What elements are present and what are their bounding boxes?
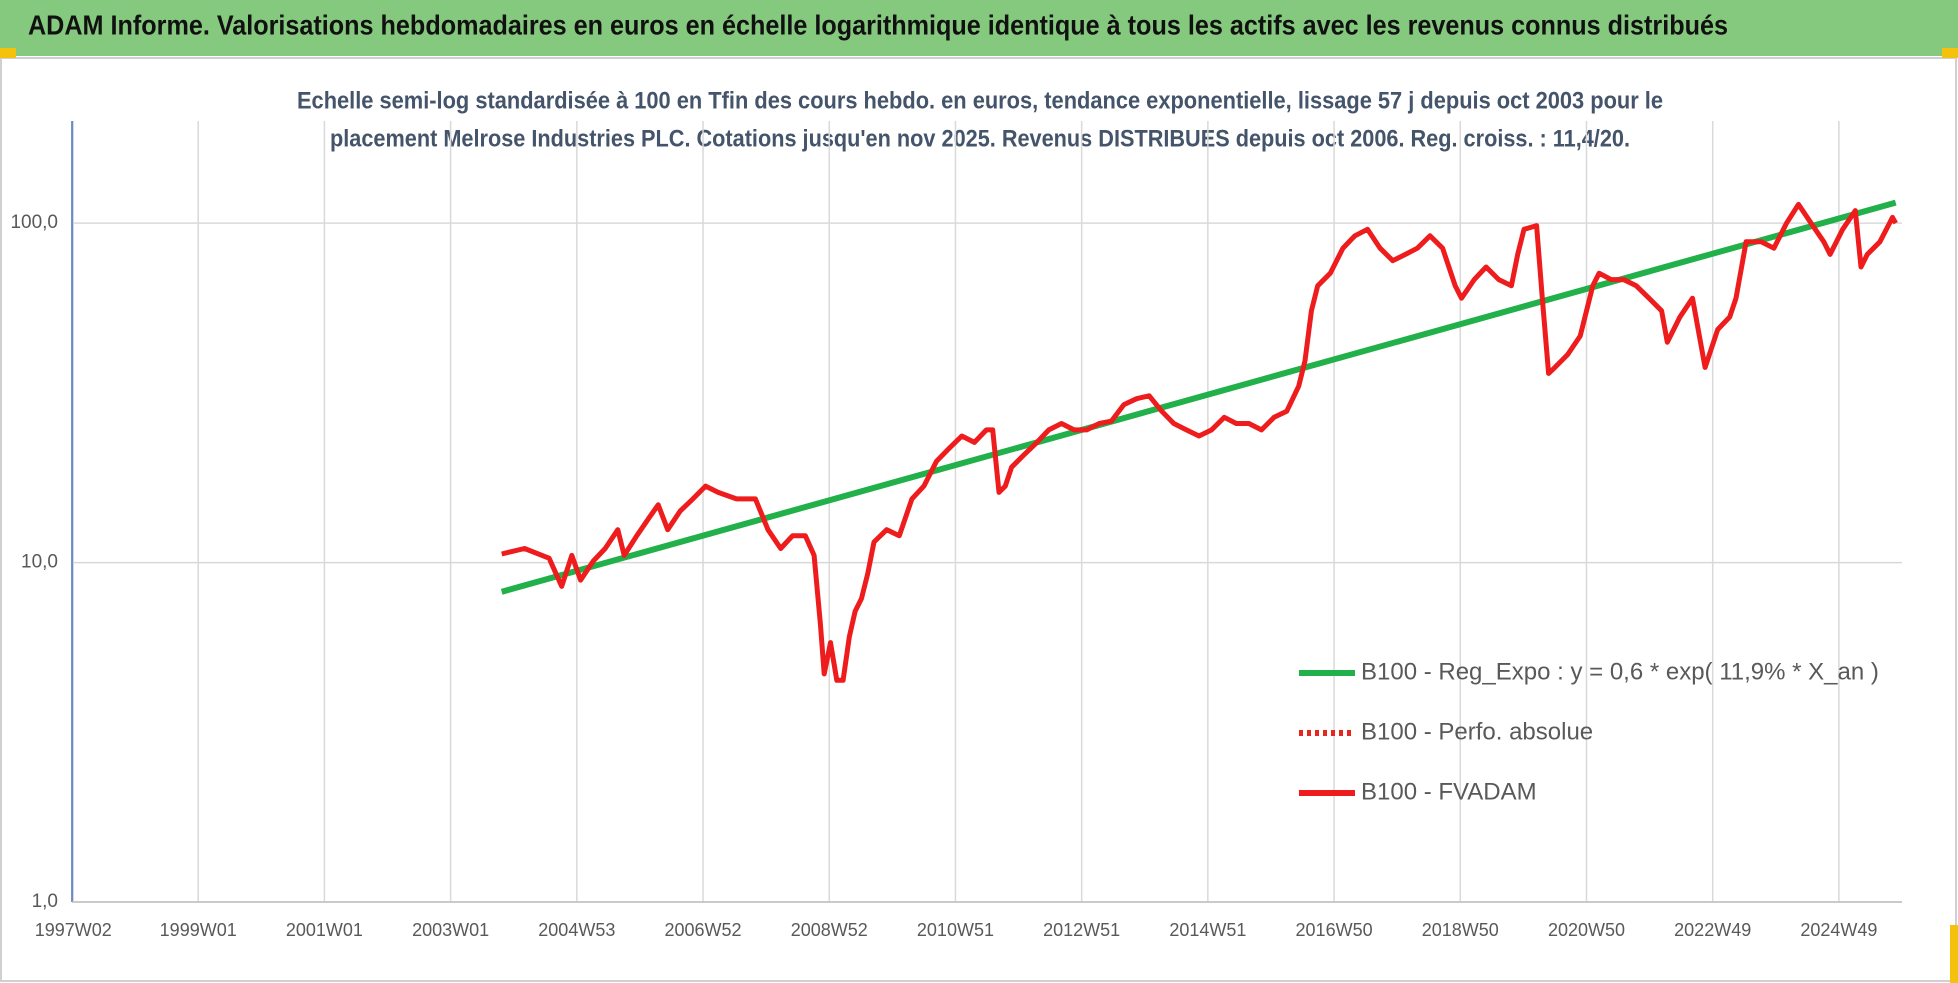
chart-subtitle: placement Melrose Industries PLC. Cotati… bbox=[330, 125, 1630, 152]
x-tick-label: 2016W50 bbox=[1296, 920, 1373, 940]
x-tick-label: 2022W49 bbox=[1674, 920, 1751, 940]
series-line bbox=[501, 201, 1898, 683]
x-tick-label: 2008W52 bbox=[791, 920, 868, 940]
x-tick-label: 2020W50 bbox=[1548, 920, 1625, 940]
y-tick-label: 100,0 bbox=[10, 212, 58, 233]
legend: B100 - Reg_Expo : y = 0,6 * exp( 11,9% *… bbox=[1299, 658, 1879, 805]
y-tick-label: 10,0 bbox=[21, 552, 58, 573]
legend-label: B100 - Perfo. absolue bbox=[1361, 718, 1593, 745]
x-tick-label: 2014W51 bbox=[1169, 920, 1246, 940]
y-tick-label: 1,0 bbox=[32, 891, 58, 912]
x-tick-label: 1999W01 bbox=[160, 920, 237, 940]
x-tick-label: 2003W01 bbox=[412, 920, 489, 940]
x-tick-label: 2012W51 bbox=[1043, 920, 1120, 940]
corner-mark bbox=[0, 48, 16, 58]
legend-label: B100 - Reg_Expo : y = 0,6 * exp( 11,9% *… bbox=[1361, 658, 1879, 685]
x-tick-label: 2018W50 bbox=[1422, 920, 1499, 940]
corner-mark bbox=[1942, 48, 1958, 58]
x-tick-label: 1997W02 bbox=[35, 920, 112, 940]
x-tick-label: 2010W51 bbox=[917, 920, 994, 940]
plot bbox=[500, 199, 1898, 683]
corner-mark bbox=[1950, 925, 1958, 983]
x-tick-label: 2024W49 bbox=[1800, 920, 1877, 940]
x-tick-label: 2001W01 bbox=[286, 920, 363, 940]
series-line bbox=[500, 199, 1897, 595]
legend-label: B100 - FVADAM bbox=[1361, 778, 1537, 805]
x-tick-label: 2004W53 bbox=[538, 920, 615, 940]
grid: 1,0 10,0 100,0 1997W02 1999W01 2001W01 2003W01… bbox=[10, 121, 1902, 940]
chart-title: ADAM Informe. Valorisations hebdomadaire… bbox=[28, 9, 1728, 40]
title-banner bbox=[0, 0, 1958, 56]
chart-subtitle: Echelle semi-log standardisée à 100 en T… bbox=[297, 87, 1663, 114]
x-tick-label: 2006W52 bbox=[665, 920, 742, 940]
chart-border bbox=[0, 57, 1957, 982]
